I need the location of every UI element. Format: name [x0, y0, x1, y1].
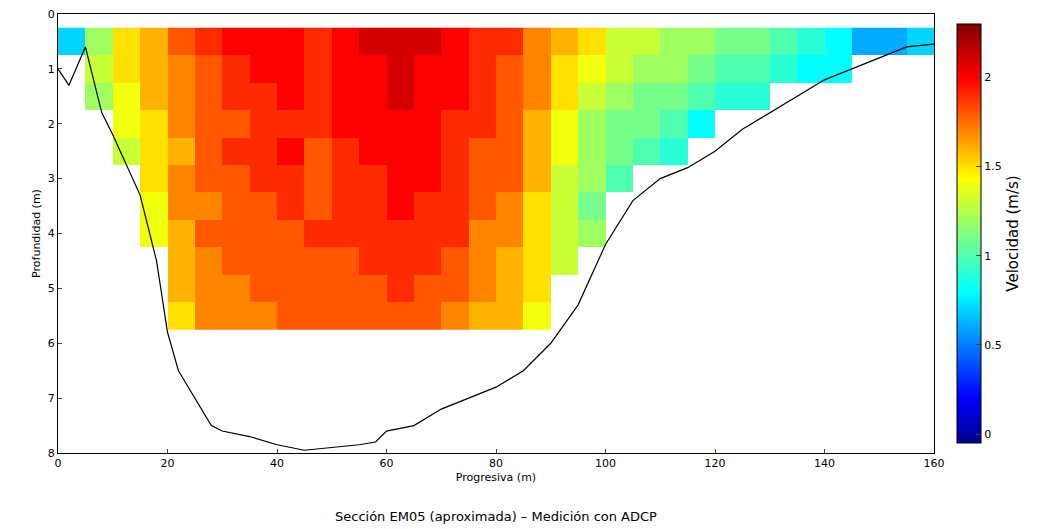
svg-text:80: 80	[489, 457, 503, 470]
svg-text:Profundidad (m): Profundidad (m)	[30, 189, 43, 278]
svg-text:Progresiva (m): Progresiva (m)	[456, 471, 536, 484]
svg-text:0: 0	[55, 457, 62, 470]
svg-text:Sección EM05 (aproximada) – Me: Sección EM05 (aproximada) – Medición con…	[335, 509, 657, 524]
svg-text:0: 0	[48, 8, 55, 21]
svg-text:60: 60	[380, 457, 394, 470]
svg-text:1.5: 1.5	[984, 160, 1002, 173]
svg-text:2: 2	[984, 71, 991, 84]
svg-text:6: 6	[48, 337, 55, 350]
svg-text:3: 3	[48, 172, 55, 185]
svg-text:1: 1	[48, 63, 55, 76]
svg-text:100: 100	[595, 457, 616, 470]
svg-text:1: 1	[984, 250, 991, 263]
svg-text:0.5: 0.5	[984, 339, 1002, 352]
svg-text:20: 20	[161, 457, 175, 470]
svg-text:160: 160	[924, 457, 945, 470]
svg-text:2: 2	[48, 118, 55, 131]
svg-text:0: 0	[984, 428, 991, 441]
svg-text:120: 120	[705, 457, 726, 470]
svg-text:5: 5	[48, 282, 55, 295]
svg-text:8: 8	[48, 447, 55, 460]
svg-text:4: 4	[48, 227, 55, 240]
svg-text:7: 7	[48, 392, 55, 405]
svg-text:140: 140	[814, 457, 835, 470]
svg-text:Velocidad (m/s): Velocidad (m/s)	[1004, 175, 1022, 291]
svg-text:40: 40	[270, 457, 284, 470]
